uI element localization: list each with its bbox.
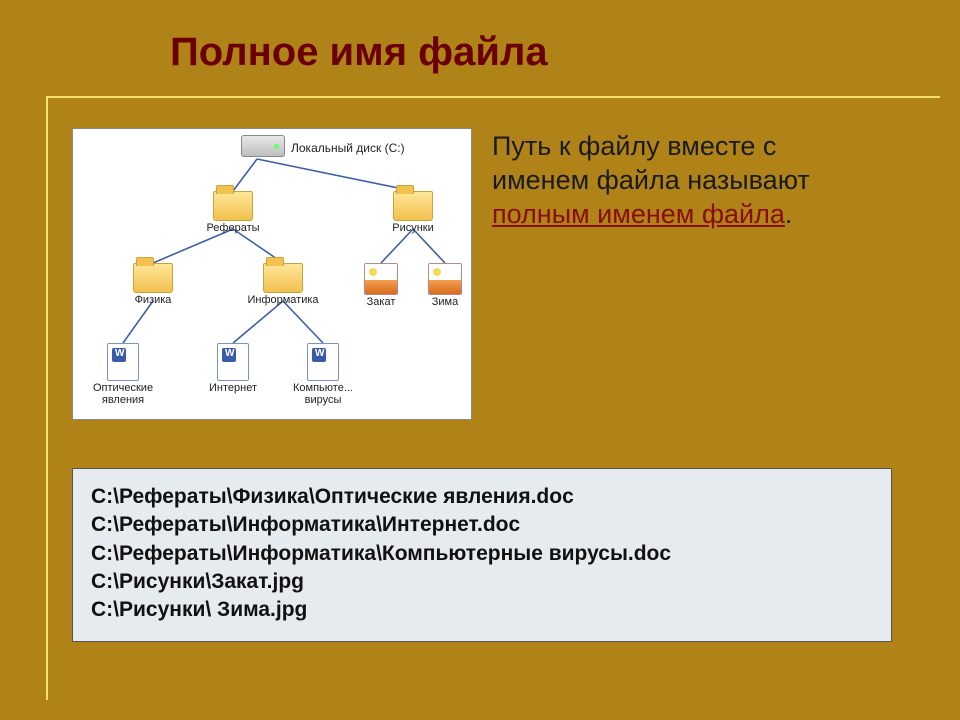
path-line: C:\Рефераты\Физика\Оптические явления.do… — [91, 483, 873, 511]
pic-icon — [364, 263, 398, 295]
disk-icon — [241, 135, 285, 157]
tree-root-label: Локальный диск (C:) — [291, 141, 405, 155]
tree-node-label: Рефераты — [193, 223, 273, 235]
body-line1: Путь к файлу вместе с — [492, 131, 776, 161]
tree-node-kv: Компьюте...вирусы — [283, 343, 363, 406]
doc-icon — [107, 343, 139, 381]
paths-panel: C:\Рефераты\Физика\Оптические явления.do… — [72, 468, 892, 642]
doc-icon — [307, 343, 339, 381]
tree-panel: Локальный диск (C:) Рефераты Рисунки Физик… — [72, 128, 472, 420]
tree-node-inf: Информатика — [243, 263, 323, 307]
tree-node-ref: Рефераты — [193, 191, 273, 235]
tree-node-opt: Оптическиеявления — [83, 343, 163, 406]
tree-node-fiz: Физика — [113, 263, 193, 307]
tree-node-label: Информатика — [243, 295, 323, 307]
frame-left — [46, 96, 48, 700]
definition-text: Путь к файлу вместе с именем файла назыв… — [492, 130, 922, 231]
frame-top — [46, 96, 940, 98]
path-line: C:\Рисунки\Закат.jpg — [91, 568, 873, 596]
tree-node-label: Физика — [113, 295, 193, 307]
tree-node-int: Интернет — [193, 343, 273, 395]
tree-node-label: Интернет — [193, 383, 273, 395]
tree-node-ris: Рисунки — [373, 191, 453, 235]
path-line: C:\Рефераты\Информатика\Компьютерные вир… — [91, 540, 873, 568]
body-highlight: полным именем файла — [492, 199, 785, 229]
tree-root — [233, 135, 293, 157]
path-line: C:\Рисунки\ Зима.jpg — [91, 596, 873, 624]
doc-icon — [217, 343, 249, 381]
slide: Полное имя файла Локальный диск (C:) Реф… — [0, 0, 960, 720]
pic-icon — [428, 263, 462, 295]
tree-node-label: Рисунки — [373, 223, 453, 235]
tree-node-zim: Зима — [405, 263, 485, 309]
folder-icon — [393, 191, 433, 221]
slide-title: Полное имя файла — [170, 30, 548, 75]
tree-node-label: Компьюте...вирусы — [283, 383, 363, 406]
folder-icon — [213, 191, 253, 221]
folder-icon — [263, 263, 303, 293]
body-line2: именем файла называют — [492, 165, 810, 195]
tree-node-label: Оптическиеявления — [83, 383, 163, 406]
path-line: C:\Рефераты\Информатика\Интернет.doc — [91, 511, 873, 539]
tree-node-label: Зима — [405, 297, 485, 309]
folder-icon — [133, 263, 173, 293]
body-period: . — [785, 199, 793, 229]
